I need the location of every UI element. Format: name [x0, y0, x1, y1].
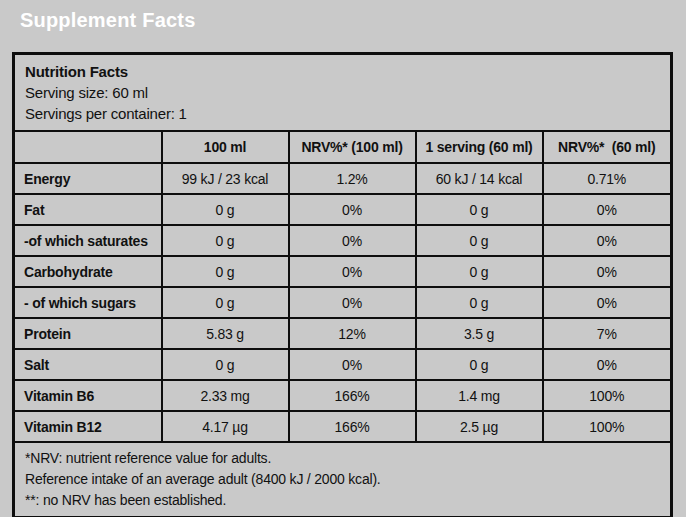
cell-value: 4.17 µg [162, 411, 289, 442]
cell-value: 60 kJ / 14 kcal [416, 163, 543, 194]
cell-value: 2.5 µg [416, 411, 543, 442]
cell-value: 0% [289, 256, 416, 287]
cell-value: 0 g [162, 256, 289, 287]
cell-value: 0% [543, 287, 672, 318]
table-footnotes-row: *NRV: nutrient reference value for adult… [14, 442, 672, 517]
cell-value: 0.71% [543, 163, 672, 194]
row-label: Vitamin B6 [14, 380, 162, 411]
cell-value: 0% [289, 225, 416, 256]
table-row-protein: Protein 5.83 g 12% 3.5 g 7% [14, 318, 672, 349]
footnote-no-nrv: **: no NRV has been established. [25, 490, 660, 511]
cell-value: 5.83 g [162, 318, 289, 349]
column-header-nrv-60ml: NRV%* (60 ml) [543, 131, 672, 163]
cell-value: 7% [543, 318, 672, 349]
cell-value: 0 g [416, 194, 543, 225]
cell-value: 3.5 g [416, 318, 543, 349]
row-label: Protein [14, 318, 162, 349]
cell-value: 2.33 mg [162, 380, 289, 411]
cell-value: 100% [543, 380, 672, 411]
footnote-nrv: *NRV: nutrient reference value for adult… [25, 448, 660, 469]
cell-value: 0% [543, 256, 672, 287]
cell-value: 0 g [162, 194, 289, 225]
cell-value: 1.2% [289, 163, 416, 194]
row-label: Energy [14, 163, 162, 194]
cell-value: 166% [289, 380, 416, 411]
table-row-carbohydrate: Carbohydrate 0 g 0% 0 g 0% [14, 256, 672, 287]
table-row-vitamin-b12: Vitamin B12 4.17 µg 166% 2.5 µg 100% [14, 411, 672, 442]
row-label: Fat [14, 194, 162, 225]
servings-per-container-text: Servings per container: 1 [25, 103, 660, 124]
row-label: -of which saturates [14, 225, 162, 256]
table-row-fat: Fat 0 g 0% 0 g 0% [14, 194, 672, 225]
cell-value: 0% [289, 287, 416, 318]
footnote-reference-intake: Reference intake of an average adult (84… [25, 469, 660, 490]
cell-value: 0% [289, 349, 416, 380]
table-row-sugars: - of which sugars 0 g 0% 0 g 0% [14, 287, 672, 318]
nutrition-facts-table: Nutrition Facts Serving size: 60 ml Serv… [12, 52, 673, 517]
nutrition-facts-title: Nutrition Facts [25, 61, 660, 82]
cell-value: 0 g [416, 349, 543, 380]
cell-value: 0 g [162, 225, 289, 256]
cell-value: 99 kJ / 23 kcal [162, 163, 289, 194]
cell-value: 0% [543, 194, 672, 225]
serving-size-text: Serving size: 60 ml [25, 82, 660, 103]
cell-value: 0 g [162, 349, 289, 380]
cell-value: 0% [543, 349, 672, 380]
cell-value: 0% [289, 194, 416, 225]
serving-info-cell: Nutrition Facts Serving size: 60 ml Serv… [14, 54, 672, 132]
cell-value: 166% [289, 411, 416, 442]
footnotes-cell: *NRV: nutrient reference value for adult… [14, 442, 672, 517]
row-label: Salt [14, 349, 162, 380]
table-row-saturates: -of which saturates 0 g 0% 0 g 0% [14, 225, 672, 256]
table-info-row: Nutrition Facts Serving size: 60 ml Serv… [14, 54, 672, 132]
cell-value: 0% [543, 225, 672, 256]
cell-value: 0 g [162, 287, 289, 318]
cell-value: 1.4 mg [416, 380, 543, 411]
column-header-empty [14, 131, 162, 163]
column-header-nrv-100ml: NRV%* (100 ml) [289, 131, 416, 163]
row-label: - of which sugars [14, 287, 162, 318]
row-label: Carbohydrate [14, 256, 162, 287]
column-header-100ml: 100 ml [162, 131, 289, 163]
supplement-facts-heading: Supplement Facts [20, 9, 686, 32]
table-header-row: 100 ml NRV%* (100 ml) 1 serving (60 ml) … [14, 131, 672, 163]
table-row-energy: Energy 99 kJ / 23 kcal 1.2% 60 kJ / 14 k… [14, 163, 672, 194]
cell-value: 100% [543, 411, 672, 442]
cell-value: 0 g [416, 256, 543, 287]
cell-value: 12% [289, 318, 416, 349]
cell-value: 0 g [416, 287, 543, 318]
table-row-salt: Salt 0 g 0% 0 g 0% [14, 349, 672, 380]
supplement-facts-banner: Supplement Facts [0, 0, 686, 52]
row-label: Vitamin B12 [14, 411, 162, 442]
table-row-vitamin-b6: Vitamin B6 2.33 mg 166% 1.4 mg 100% [14, 380, 672, 411]
cell-value: 0 g [416, 225, 543, 256]
column-header-1-serving: 1 serving (60 ml) [416, 131, 543, 163]
